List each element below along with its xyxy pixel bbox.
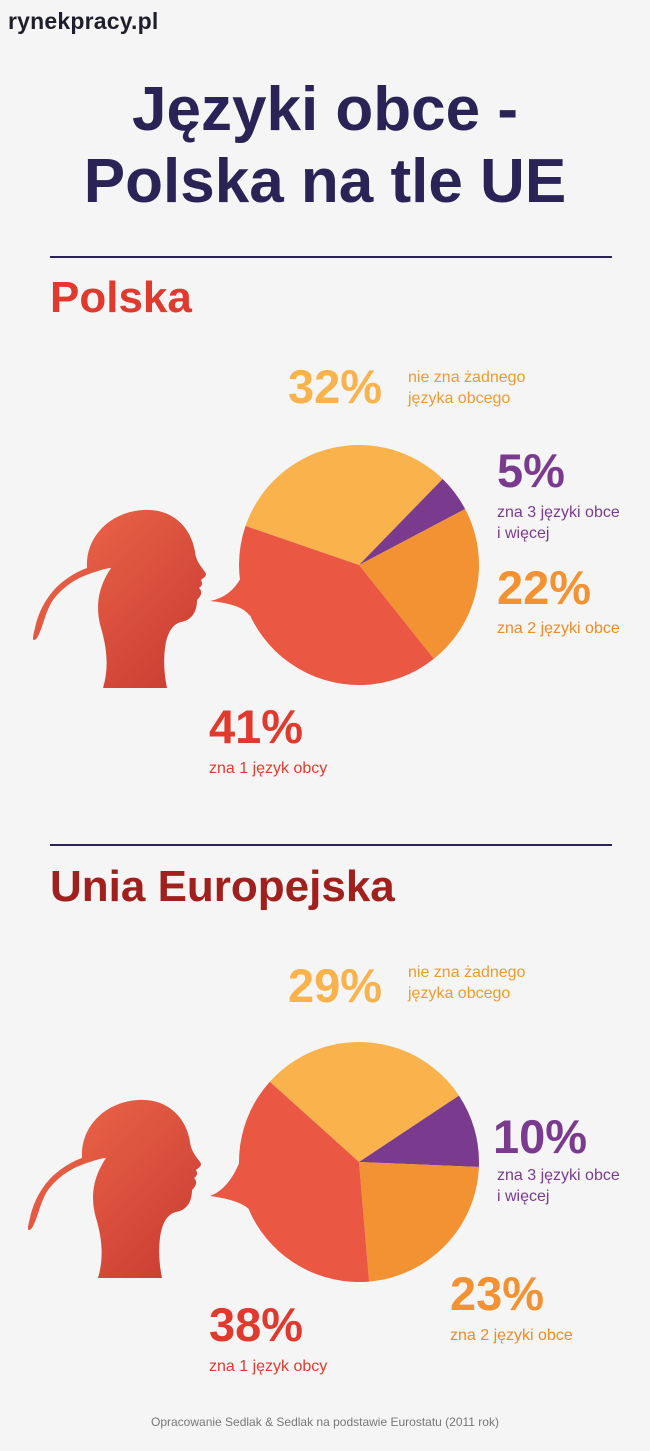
page-title-line1: Języki obce -	[132, 75, 518, 144]
source-footer: Opracowanie Sedlak & Sedlak na podstawie…	[151, 1415, 499, 1429]
woman-head-silhouette-icon	[28, 1099, 201, 1278]
pie-slice-one	[238, 1081, 370, 1282]
label-pct-none-polska: 32%	[288, 360, 383, 413]
label-desc-line2: i więcej	[497, 525, 550, 542]
pie-chart-polska	[33, 444, 480, 688]
pie-slice-three-plus	[359, 478, 466, 565]
divider-polska	[50, 256, 612, 258]
label-pct-none-ue: 29%	[288, 959, 383, 1012]
pie-slice-none	[269, 1042, 459, 1162]
label-pct-one-ue: 38%	[209, 1298, 304, 1351]
label-desc-three-ue: zna 3 języki obce i więcej	[497, 1165, 620, 1207]
label-pct-three-polska: 5%	[497, 444, 565, 497]
label-desc-none-polska: nie zna żadnego języka obcego	[408, 367, 525, 409]
label-desc-one-ue: zna 1 język obcy	[209, 1358, 328, 1375]
label-pct-two-ue: 23%	[450, 1267, 545, 1320]
pie-slice-three-plus	[359, 1095, 479, 1168]
label-desc-line2: języka obcego	[408, 985, 511, 1002]
pie-slice-two	[359, 509, 480, 659]
label-desc-line2: języka obcego	[408, 390, 511, 407]
label-desc-none-ue: nie zna żadnego języka obcego	[408, 962, 525, 1004]
label-desc-three-polska: zna 3 języki obce i więcej	[497, 502, 620, 544]
page-title-line2: Polska na tle UE	[83, 147, 567, 216]
label-desc-one-polska: zna 1 język obcy	[209, 760, 328, 777]
label-desc-line1: zna 3 języki obce	[497, 1167, 620, 1184]
label-pct-three-ue: 10%	[493, 1110, 588, 1163]
label-desc-line1: nie zna żadnego	[408, 964, 526, 981]
pie-slice-one	[238, 525, 434, 685]
section-heading-ue: Unia Europejska	[50, 862, 395, 911]
speech-bubble-tail	[210, 566, 250, 616]
brand-logo: rynekpracy.pl	[8, 8, 159, 34]
pie-chart-ue	[28, 1042, 479, 1282]
label-desc-line2: i więcej	[497, 1188, 550, 1205]
woman-head-silhouette-icon	[33, 509, 206, 688]
pie-slice-two	[359, 1162, 479, 1282]
divider-ue	[50, 844, 612, 846]
label-desc-line1: zna 3 języki obce	[497, 504, 620, 521]
pie-slice-none	[245, 444, 443, 565]
label-desc-two-ue: zna 2 języki obce	[450, 1327, 573, 1344]
label-desc-two-polska: zna 2 języki obce	[497, 620, 620, 637]
section-heading-polska: Polska	[50, 273, 192, 322]
label-pct-one-polska: 41%	[209, 700, 304, 753]
label-pct-two-polska: 22%	[497, 561, 592, 614]
label-desc-line1: nie zna żadnego	[408, 369, 526, 386]
